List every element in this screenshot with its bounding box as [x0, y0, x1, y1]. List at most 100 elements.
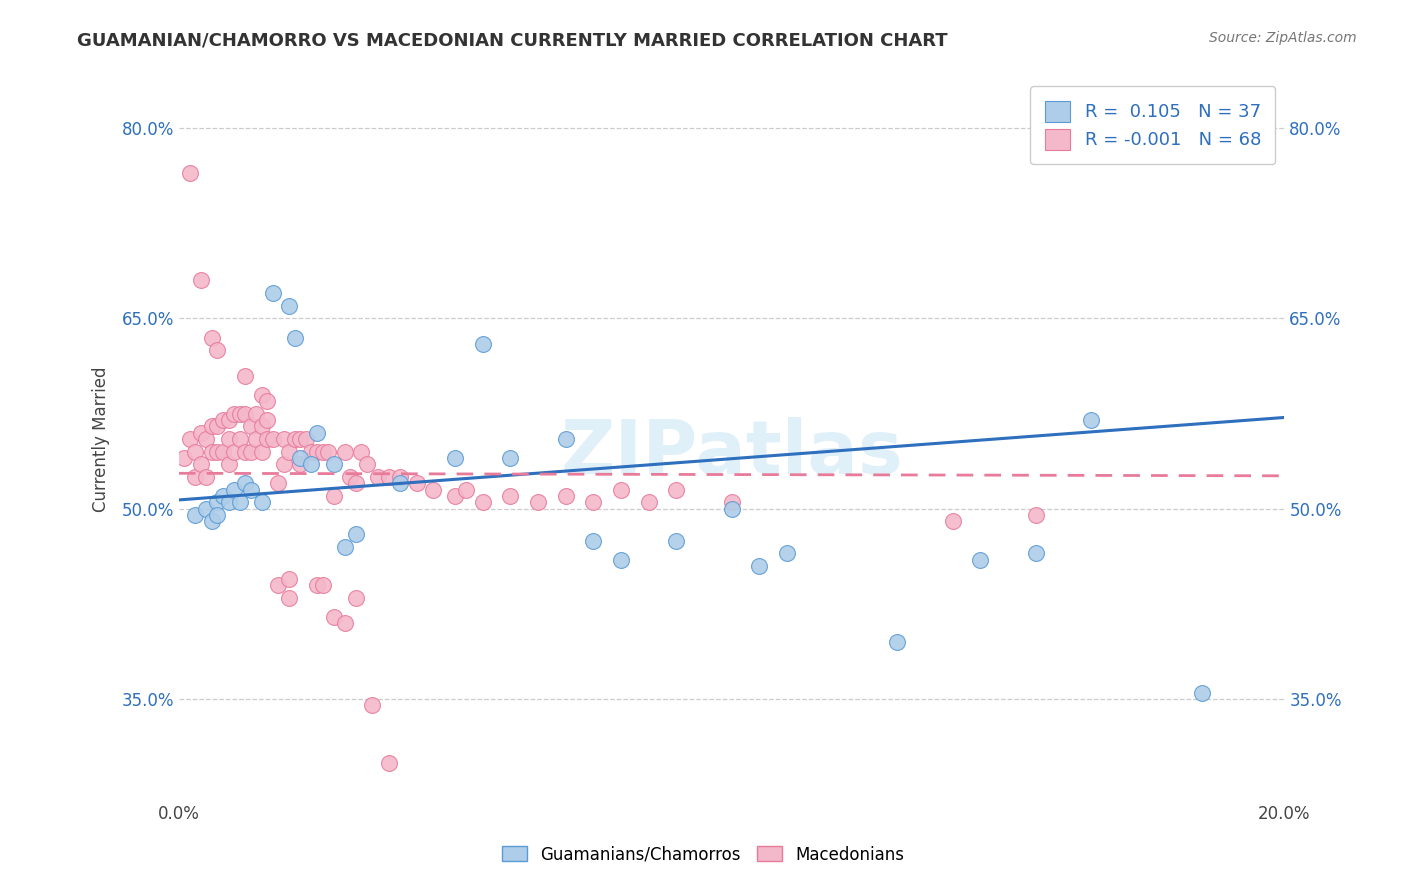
Legend: R =  0.105   N = 37, R = -0.001   N = 68: R = 0.105 N = 37, R = -0.001 N = 68: [1031, 87, 1275, 164]
Point: [776, 546, 799, 560]
Point: [233, 368, 256, 383]
Point: [748, 558, 770, 573]
Point: [218, 413, 240, 427]
Point: [190, 458, 212, 472]
Point: [333, 444, 356, 458]
Point: [305, 425, 328, 440]
Point: [207, 495, 229, 509]
Point: [665, 533, 688, 548]
Point: [201, 444, 224, 458]
Point: [218, 458, 240, 472]
Point: [610, 483, 633, 497]
Point: [290, 458, 312, 472]
Point: [179, 432, 201, 446]
Point: [256, 394, 278, 409]
Point: [422, 483, 444, 497]
Point: [184, 508, 207, 523]
Y-axis label: Currently Married: Currently Married: [93, 367, 110, 512]
Point: [344, 527, 367, 541]
Point: [339, 470, 361, 484]
Point: [356, 458, 378, 472]
Point: [1191, 686, 1213, 700]
Point: [305, 578, 328, 592]
Text: Source: ZipAtlas.com: Source: ZipAtlas.com: [1209, 31, 1357, 45]
Point: [222, 407, 245, 421]
Point: [554, 489, 576, 503]
Point: [207, 343, 229, 358]
Point: [212, 444, 235, 458]
Point: [1025, 508, 1047, 523]
Text: ZIPatlas: ZIPatlas: [561, 417, 903, 490]
Point: [311, 578, 333, 592]
Point: [367, 470, 389, 484]
Point: [250, 387, 273, 401]
Point: [218, 495, 240, 509]
Point: [239, 444, 262, 458]
Point: [456, 483, 478, 497]
Point: [250, 444, 273, 458]
Point: [228, 495, 250, 509]
Point: [250, 419, 273, 434]
Point: [278, 444, 301, 458]
Point: [190, 425, 212, 440]
Point: [610, 552, 633, 566]
Point: [195, 432, 218, 446]
Point: [350, 444, 373, 458]
Point: [499, 489, 522, 503]
Point: [278, 591, 301, 605]
Point: [471, 337, 494, 351]
Point: [228, 407, 250, 421]
Point: [527, 495, 550, 509]
Point: [1080, 413, 1102, 427]
Point: [305, 444, 328, 458]
Point: [207, 508, 229, 523]
Point: [665, 483, 688, 497]
Point: [333, 540, 356, 554]
Point: [322, 609, 344, 624]
Point: [267, 476, 290, 491]
Point: [207, 444, 229, 458]
Point: [322, 458, 344, 472]
Point: [250, 495, 273, 509]
Point: [444, 489, 467, 503]
Point: [222, 444, 245, 458]
Point: [582, 533, 605, 548]
Point: [301, 444, 323, 458]
Point: [201, 330, 224, 344]
Point: [499, 451, 522, 466]
Point: [245, 432, 267, 446]
Point: [290, 432, 312, 446]
Point: [256, 432, 278, 446]
Point: [233, 444, 256, 458]
Point: [637, 495, 659, 509]
Point: [301, 458, 323, 472]
Point: [582, 495, 605, 509]
Point: [388, 470, 411, 484]
Point: [720, 495, 742, 509]
Point: [267, 578, 290, 592]
Point: [212, 489, 235, 503]
Point: [201, 419, 224, 434]
Point: [201, 515, 224, 529]
Point: [284, 330, 307, 344]
Point: [233, 407, 256, 421]
Point: [273, 432, 295, 446]
Text: GUAMANIAN/CHAMORRO VS MACEDONIAN CURRENTLY MARRIED CORRELATION CHART: GUAMANIAN/CHAMORRO VS MACEDONIAN CURRENT…: [77, 31, 948, 49]
Point: [207, 419, 229, 434]
Point: [886, 635, 908, 649]
Point: [284, 432, 307, 446]
Point: [195, 470, 218, 484]
Point: [278, 299, 301, 313]
Point: [311, 444, 333, 458]
Point: [184, 444, 207, 458]
Point: [184, 470, 207, 484]
Point: [228, 432, 250, 446]
Point: [233, 476, 256, 491]
Point: [290, 451, 312, 466]
Point: [222, 483, 245, 497]
Point: [273, 458, 295, 472]
Point: [262, 286, 284, 301]
Point: [262, 432, 284, 446]
Point: [554, 432, 576, 446]
Point: [471, 495, 494, 509]
